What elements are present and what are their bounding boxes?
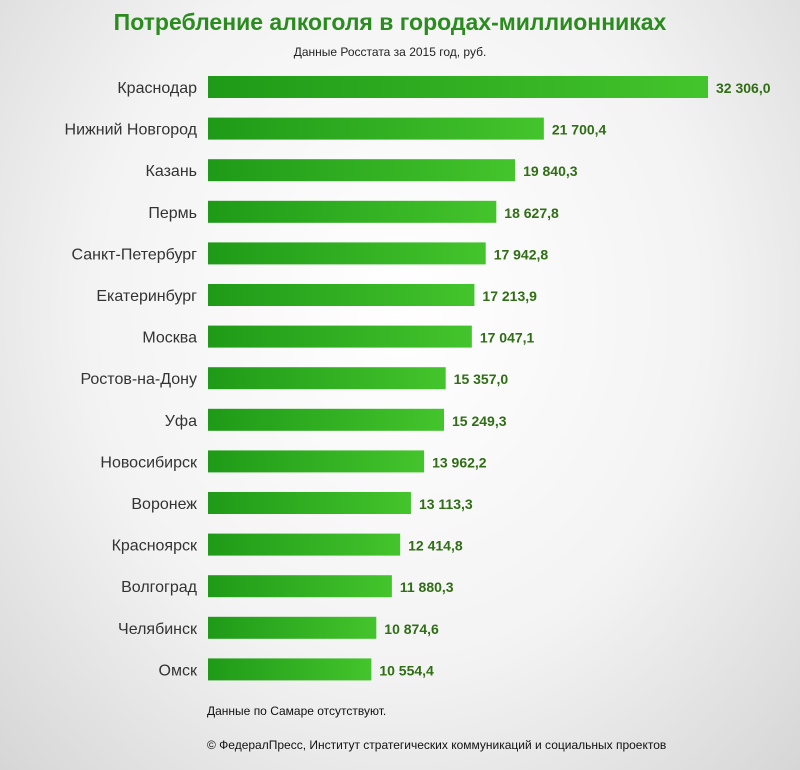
bar: [208, 575, 392, 598]
value-label: 17 047,1: [480, 330, 535, 346]
value-label: 32 306,0: [716, 80, 771, 96]
bar: [208, 450, 425, 473]
category-label: Челябинск: [118, 621, 198, 638]
value-label: 19 840,3: [523, 163, 578, 179]
bar: [208, 616, 377, 639]
category-label: Москва: [142, 330, 197, 347]
value-label: 13 962,2: [432, 454, 487, 470]
category-label: Омск: [159, 662, 198, 679]
bar: [208, 658, 372, 681]
category-label: Ростов-на-Дону: [80, 371, 197, 388]
category-label: Екатеринбург: [96, 288, 197, 305]
value-label: 15 357,0: [454, 371, 509, 387]
category-label: Уфа: [165, 413, 197, 430]
bar: [208, 533, 401, 556]
bar: [208, 408, 445, 431]
bar: [208, 117, 544, 140]
value-label: 18 627,8: [504, 205, 559, 221]
category-label: Красноярск: [112, 538, 198, 555]
bar: [208, 76, 708, 98]
bar: [208, 367, 446, 390]
bar: [208, 200, 497, 223]
footnote-note: Данные по Самаре отсутствуют.: [207, 704, 387, 718]
value-label: 21 700,4: [552, 122, 607, 138]
chart-title: Потребление алкоголя в городах-миллионни…: [113, 9, 667, 35]
category-label: Волгоград: [121, 579, 198, 596]
chart-subtitle: Данные Росстата за 2015 год, руб.: [293, 45, 487, 59]
bar: [208, 159, 516, 182]
value-label: 11 880,3: [400, 579, 454, 595]
value-label: 12 414,8: [408, 538, 463, 554]
value-label: 10 554,4: [379, 662, 434, 678]
category-label: Новосибирск: [100, 454, 198, 471]
value-label: 15 249,3: [452, 413, 507, 429]
value-label: 13 113,3: [419, 496, 473, 512]
bar: [208, 242, 486, 265]
category-label: Пермь: [148, 205, 197, 222]
category-label: Нижний Новгород: [65, 122, 198, 139]
value-label: 10 874,6: [384, 621, 439, 637]
bar: [208, 284, 475, 306]
category-label: Воронеж: [131, 496, 197, 513]
category-label: Краснодар: [117, 80, 197, 97]
category-label: Казань: [146, 163, 197, 180]
value-label: 17 213,9: [482, 288, 537, 304]
bar: [208, 325, 472, 348]
bar-chart: Краснодар 32 306,0 Нижний Новгород 21 700,4…: [65, 76, 771, 681]
bar: [208, 492, 411, 514]
value-label: 17 942,8: [494, 246, 549, 262]
category-label: Санкт-Петербург: [72, 246, 198, 263]
copyright-text: © ФедералПресс, Институт стратегических …: [207, 738, 667, 752]
